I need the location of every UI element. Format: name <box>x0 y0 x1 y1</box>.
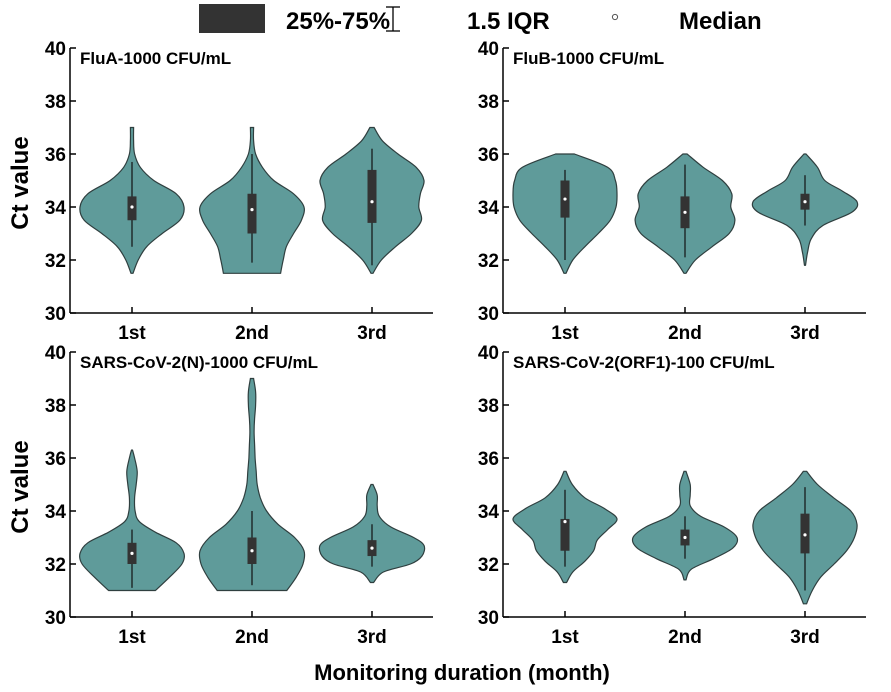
y-tick-label: 34 <box>478 198 500 219</box>
y-tick-label: 30 <box>478 304 499 325</box>
median-point <box>563 520 567 524</box>
violin-group-2nd: 2nd <box>631 470 739 648</box>
y-tick-label: 30 <box>45 608 66 629</box>
median-point <box>803 533 807 537</box>
y-tick-label: 38 <box>45 396 66 417</box>
median-point <box>683 210 687 214</box>
iqr-box <box>247 193 257 234</box>
iqr-box <box>560 518 570 551</box>
median-point <box>370 546 374 550</box>
violin-group-3rd: 3rd <box>318 483 426 648</box>
legend-median-icon <box>611 13 619 21</box>
x-tick-label: 3rd <box>790 323 820 344</box>
x-tick-label: 1st <box>118 627 146 648</box>
x-tick-label: 2nd <box>235 627 269 648</box>
x-tick-label: 1st <box>551 323 579 344</box>
y-tick-label: 38 <box>45 92 66 113</box>
y-tick-label: 36 <box>45 449 66 470</box>
y-tick-label: 32 <box>478 251 499 272</box>
y-tick-label: 40 <box>45 39 66 60</box>
y-tick-label: 36 <box>478 145 499 166</box>
y-tick-label: 32 <box>45 555 66 576</box>
legend-box-swatch <box>199 4 265 33</box>
violin-group-3rd: 3rd <box>319 126 425 344</box>
violin-group-2nd: 2nd <box>198 377 306 648</box>
median-point <box>250 208 254 212</box>
violin-group-1st: 1st <box>512 153 618 344</box>
median-point <box>683 535 687 540</box>
violin-group-3rd: 3rd <box>751 153 859 344</box>
violin-group-2nd: 2nd <box>634 153 736 344</box>
x-tick-label: 1st <box>551 627 579 648</box>
legend-whisker-label: 1.5 IQR <box>467 8 550 35</box>
violin-group-1st: 1st <box>79 126 185 344</box>
y-tick-label: 30 <box>45 304 66 325</box>
x-tick-label: 1st <box>118 323 146 344</box>
panel-title: FluA-1000 CFU/mL <box>80 49 231 68</box>
y-tick-label: 36 <box>478 449 499 470</box>
legend: 25%-75% 1.5 IQR Median <box>199 4 762 35</box>
x-tick-label: 3rd <box>790 627 820 648</box>
x-tick-label: 2nd <box>668 323 702 344</box>
violin-group-1st: 1st <box>512 470 618 648</box>
panel-title: FluB-1000 CFU/mL <box>513 49 664 68</box>
y-tick-label: 34 <box>478 502 500 523</box>
y-tick-label: 32 <box>478 555 499 576</box>
x-axis-label: Monitoring duration (month) <box>314 660 610 685</box>
median-point <box>130 205 134 209</box>
x-tick-label: 2nd <box>235 323 269 344</box>
violin-shape <box>198 377 306 592</box>
violin-group-2nd: 2nd <box>199 126 305 344</box>
y-tick-label: 38 <box>478 396 499 417</box>
panel-1: 30 32 34 36 38 40 FluA-1000 CFU/mL 1st 2nd 3rd <box>45 39 433 344</box>
median-point <box>370 200 374 204</box>
median-point <box>250 549 254 553</box>
panel-3: 30 32 34 36 38 40 SARS-CoV-2(N)-1000 CFU/mL 1st… <box>45 343 433 648</box>
y-axis-label-top: Ct value <box>7 136 34 229</box>
panel-4: 30 32 34 36 38 40 SARS-CoV-2(ORF1)-100 CFU/mL 1… <box>478 343 866 648</box>
violin-shape <box>78 449 186 592</box>
median-point <box>803 200 807 204</box>
y-tick-label: 30 <box>478 608 499 629</box>
panel-title: SARS-CoV-2(N)-1000 CFU/mL <box>80 353 318 372</box>
y-tick-label: 34 <box>45 502 67 523</box>
median-point <box>563 197 567 201</box>
legend-box-label: 25%-75% <box>286 8 390 35</box>
y-tick-label: 32 <box>45 251 66 272</box>
violin-group-1st: 1st <box>78 449 186 648</box>
y-tick-label: 38 <box>478 92 499 113</box>
x-tick-label: 2nd <box>668 627 702 648</box>
legend-median-label: Median <box>679 8 762 35</box>
y-tick-label: 34 <box>45 198 67 219</box>
y-tick-label: 40 <box>478 343 499 364</box>
y-tick-label: 40 <box>478 39 499 60</box>
y-tick-label: 36 <box>45 145 66 166</box>
legend-whisker-icon <box>386 6 400 32</box>
y-tick-label: 40 <box>45 343 66 364</box>
iqr-box <box>367 169 377 223</box>
panel-title: SARS-CoV-2(ORF1)-100 CFU/mL <box>513 353 775 372</box>
median-point <box>130 551 134 556</box>
x-tick-label: 3rd <box>357 627 387 648</box>
violin-group-3rd: 3rd <box>752 470 858 648</box>
x-tick-label: 3rd <box>357 323 387 344</box>
y-axis-label-bottom: Ct value <box>7 440 34 533</box>
panel-2: 30 32 34 36 38 40 FluB-1000 CFU/mL 1st 2nd 3rd <box>478 39 866 344</box>
